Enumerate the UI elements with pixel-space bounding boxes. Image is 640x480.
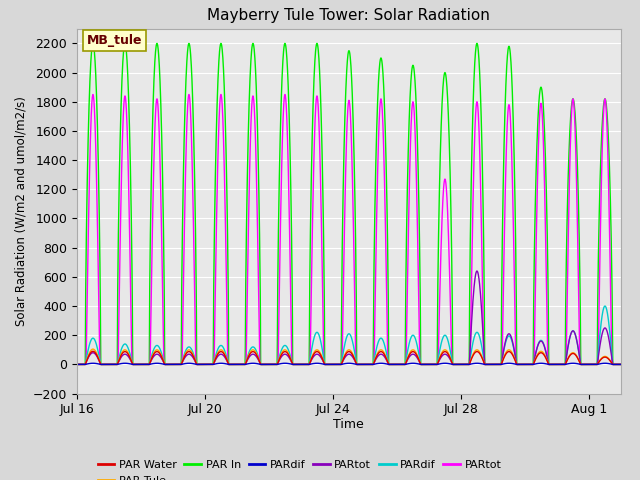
X-axis label: Time: Time — [333, 418, 364, 431]
Text: MB_tule: MB_tule — [86, 34, 142, 47]
Legend: PAR Water, PAR Tule, PAR In, PARdif, PARtot, PARdif, PARtot: PAR Water, PAR Tule, PAR In, PARdif, PAR… — [93, 456, 506, 480]
Title: Mayberry Tule Tower: Solar Radiation: Mayberry Tule Tower: Solar Radiation — [207, 9, 490, 24]
Y-axis label: Solar Radiation (W/m2 and umol/m2/s): Solar Radiation (W/m2 and umol/m2/s) — [14, 96, 27, 326]
